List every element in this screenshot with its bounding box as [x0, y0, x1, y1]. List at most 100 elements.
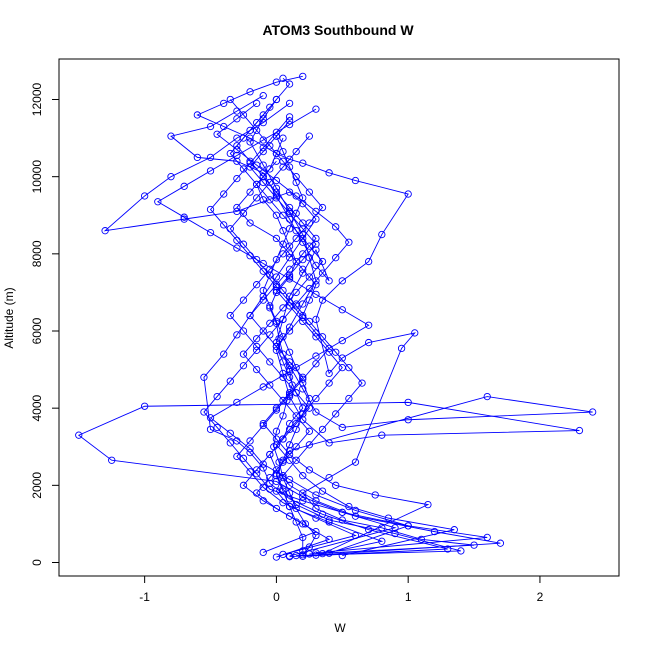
data-point: [259, 136, 267, 144]
data-point: [285, 475, 294, 484]
data-point: [292, 504, 300, 513]
data-point: [220, 221, 228, 229]
data-point: [285, 358, 294, 366]
data-point: [299, 489, 307, 497]
data-point: [325, 518, 333, 526]
data-point: [305, 394, 313, 403]
profile-line-2: [236, 160, 501, 558]
data-point: [279, 134, 287, 142]
data-point: [220, 190, 228, 198]
data-point: [239, 111, 248, 119]
data-point: [364, 257, 373, 266]
data-point: [285, 254, 294, 262]
data-point: [299, 159, 307, 167]
data-point: [239, 165, 248, 173]
data-point: [266, 479, 274, 488]
data-point: [272, 441, 281, 449]
data-point: [279, 315, 287, 324]
data-point: [246, 445, 254, 453]
data-point: [325, 379, 333, 387]
data-point: [292, 412, 300, 420]
data-point: [285, 163, 294, 171]
data-point: [279, 485, 287, 493]
data-point: [332, 223, 340, 231]
data-point: [338, 354, 346, 362]
data-point: [213, 392, 221, 401]
data-point: [266, 271, 274, 279]
data-point: [252, 466, 261, 474]
data-point: [285, 348, 294, 356]
data-point: [496, 539, 505, 547]
data-point: [364, 526, 373, 534]
data-point: [371, 491, 379, 499]
data-point: [206, 228, 215, 237]
data-point: [272, 255, 281, 264]
data-point: [285, 188, 294, 196]
data-point: [108, 456, 116, 464]
data-point: [299, 255, 307, 264]
data-point: [575, 426, 584, 435]
data-point: [279, 435, 287, 443]
y-tick-label: 10000: [30, 160, 44, 194]
data-point: [266, 450, 274, 459]
data-point: [404, 416, 412, 424]
data-point: [259, 419, 267, 428]
data-point: [266, 103, 274, 111]
data-point: [404, 190, 412, 198]
data-point: [272, 149, 281, 158]
data-point: [239, 327, 248, 335]
data-point: [272, 176, 281, 185]
data-point: [239, 362, 248, 370]
data-point: [246, 468, 254, 476]
data-point: [206, 122, 215, 131]
data-point: [233, 398, 241, 407]
data-point: [285, 367, 294, 376]
x-tick-label: 1: [405, 590, 412, 604]
data-point: [292, 300, 300, 308]
data-point: [299, 520, 307, 528]
data-point: [299, 72, 307, 81]
y-tick-label: 0: [30, 559, 44, 566]
data-point: [312, 514, 320, 522]
data-point: [206, 153, 215, 162]
data-point: [292, 147, 300, 156]
data-point: [338, 508, 346, 516]
data-point: [239, 350, 248, 358]
profile-line-5: [103, 103, 448, 557]
data-point: [259, 421, 267, 430]
x-axis: -1 0 1 2: [139, 576, 544, 604]
data-point: [285, 225, 294, 233]
data-point: [312, 551, 320, 559]
data-point: [226, 439, 234, 447]
data-point: [305, 132, 313, 140]
data-point: [239, 209, 248, 217]
data-point: [226, 149, 234, 158]
data-point: [246, 157, 254, 165]
data-point: [279, 396, 287, 405]
data-point: [233, 236, 241, 244]
data-point: [345, 502, 353, 511]
data-point: [285, 271, 294, 279]
data-point: [292, 192, 300, 200]
data-point: [246, 163, 254, 171]
data-point: [325, 473, 333, 482]
data-point: [272, 188, 281, 196]
data-point: [233, 142, 241, 150]
data-point: [338, 306, 346, 314]
data-point: [259, 173, 267, 181]
profile-line-15: [262, 135, 310, 551]
data-point: [312, 491, 320, 499]
data-point: [279, 227, 287, 235]
data-point: [272, 234, 281, 243]
data-point: [325, 277, 333, 285]
data-point: [259, 296, 267, 304]
data-point: [285, 441, 294, 449]
data-point: [226, 311, 234, 320]
data-point: [391, 524, 399, 532]
data-point: [292, 227, 300, 235]
data-point: [338, 423, 346, 432]
data-point: [259, 259, 267, 268]
data-point: [312, 531, 320, 540]
data-point: [259, 383, 267, 391]
data-point: [299, 472, 307, 480]
